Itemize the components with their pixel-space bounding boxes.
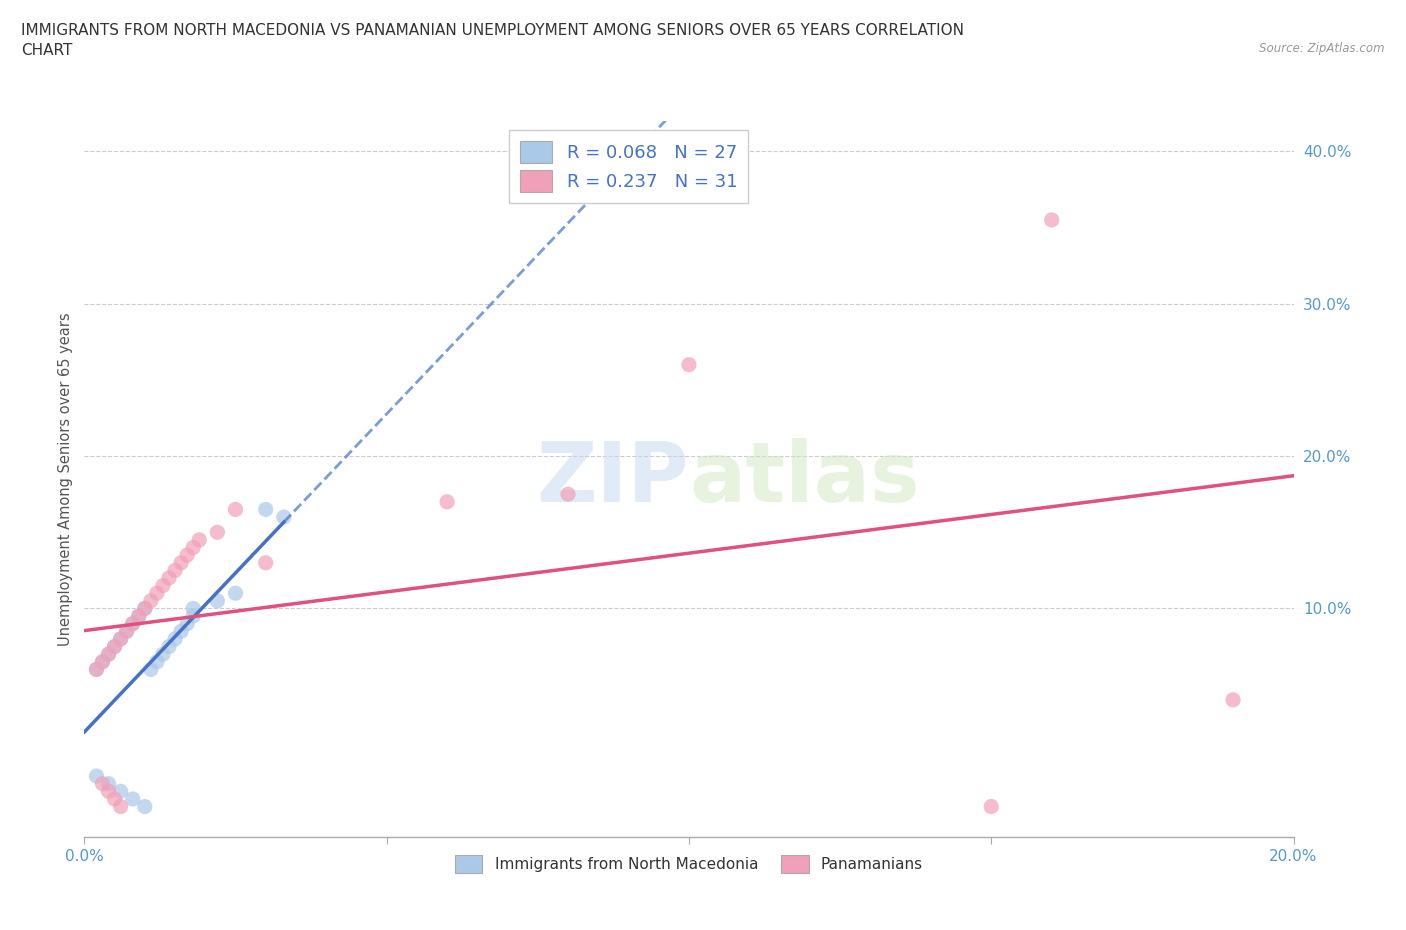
Point — [254, 555, 277, 570]
Point — [157, 570, 180, 585]
Point — [152, 578, 174, 593]
Point — [980, 799, 1002, 814]
Point — [273, 510, 295, 525]
Y-axis label: Unemployment Among Seniors over 65 years: Unemployment Among Seniors over 65 years — [58, 312, 73, 645]
Point — [176, 548, 198, 563]
Point — [110, 631, 132, 646]
Point — [128, 608, 150, 623]
Point — [97, 646, 120, 661]
Point — [91, 655, 114, 670]
Point — [254, 502, 277, 517]
Text: ZIP: ZIP — [537, 438, 689, 520]
Point — [181, 601, 204, 616]
Point — [678, 357, 700, 372]
Legend: Immigrants from North Macedonia, Panamanians: Immigrants from North Macedonia, Panaman… — [449, 849, 929, 880]
Point — [225, 502, 247, 517]
Point — [86, 768, 108, 783]
Point — [181, 608, 204, 623]
Point — [207, 525, 229, 539]
Point — [115, 624, 138, 639]
Point — [97, 646, 120, 661]
Point — [86, 662, 108, 677]
Point — [115, 624, 138, 639]
Point — [181, 540, 204, 555]
Point — [134, 799, 156, 814]
Text: atlas: atlas — [689, 438, 920, 520]
Text: Source: ZipAtlas.com: Source: ZipAtlas.com — [1260, 42, 1385, 55]
Point — [104, 639, 127, 654]
Point — [91, 655, 114, 670]
Point — [134, 601, 156, 616]
Point — [1040, 212, 1063, 227]
Point — [128, 608, 150, 623]
Point — [188, 533, 211, 548]
Point — [146, 655, 169, 670]
Point — [104, 639, 127, 654]
Point — [91, 777, 114, 791]
Point — [97, 784, 120, 799]
Point — [157, 639, 180, 654]
Point — [104, 791, 127, 806]
Point — [436, 495, 458, 510]
Point — [121, 617, 143, 631]
Point — [165, 563, 187, 578]
Point — [225, 586, 247, 601]
Point — [110, 799, 132, 814]
Point — [86, 662, 108, 677]
Point — [146, 586, 169, 601]
Point — [121, 617, 143, 631]
Point — [176, 617, 198, 631]
Point — [170, 624, 193, 639]
Point — [557, 486, 579, 501]
Point — [207, 593, 229, 608]
Point — [165, 631, 187, 646]
Point — [139, 593, 162, 608]
Point — [170, 555, 193, 570]
Point — [110, 784, 132, 799]
Point — [134, 601, 156, 616]
Point — [110, 631, 132, 646]
Point — [1222, 693, 1244, 708]
Point — [152, 646, 174, 661]
Point — [97, 777, 120, 791]
Point — [139, 662, 162, 677]
Text: IMMIGRANTS FROM NORTH MACEDONIA VS PANAMANIAN UNEMPLOYMENT AMONG SENIORS OVER 65: IMMIGRANTS FROM NORTH MACEDONIA VS PANAM… — [21, 23, 965, 58]
Point — [121, 791, 143, 806]
